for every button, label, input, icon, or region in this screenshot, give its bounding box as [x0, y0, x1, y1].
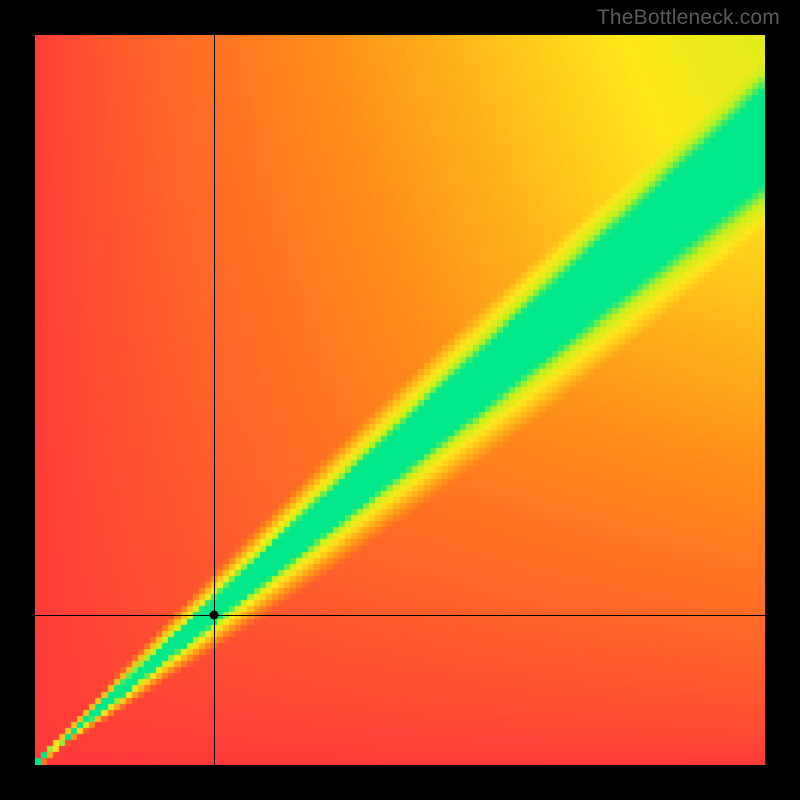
- crosshair-horizontal: [35, 615, 765, 616]
- heatmap-plot: [35, 35, 765, 765]
- crosshair-vertical: [214, 35, 215, 765]
- crosshair-marker-point: [209, 610, 218, 619]
- heatmap-canvas: [35, 35, 765, 765]
- watermark-text: TheBottleneck.com: [597, 6, 780, 30]
